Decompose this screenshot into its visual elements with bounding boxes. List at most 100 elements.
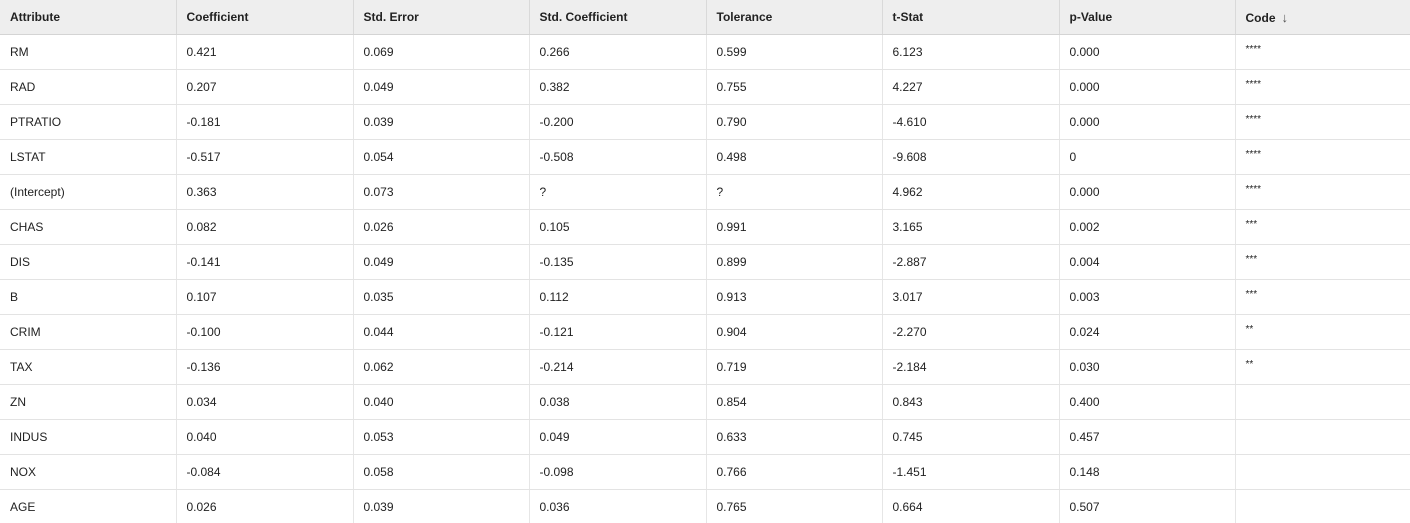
column-header-label: Tolerance: [717, 10, 773, 24]
cell-code: ****: [1235, 67, 1410, 102]
table-header-row: Attribute Coefficient Std. Error Std. Co…: [0, 0, 1410, 35]
cell-t-stat: 0.664: [882, 490, 1059, 523]
column-header-p-value[interactable]: p-Value: [1059, 0, 1235, 35]
cell-std-error: 0.062: [353, 350, 529, 385]
cell-p-value: 0.000: [1059, 175, 1235, 210]
cell-p-value: 0.030: [1059, 350, 1235, 385]
cell-code: [1235, 455, 1410, 490]
column-header-label: Std. Error: [364, 10, 419, 24]
cell-coefficient: -0.517: [176, 140, 353, 175]
cell-attribute: ZN: [0, 385, 176, 420]
cell-attribute: TAX: [0, 350, 176, 385]
cell-attribute: CRIM: [0, 315, 176, 350]
cell-code: ****: [1235, 102, 1410, 137]
cell-std-coefficient: 0.036: [529, 490, 706, 523]
cell-std-coefficient: -0.508: [529, 140, 706, 175]
cell-std-error: 0.069: [353, 35, 529, 70]
cell-tolerance: 0.633: [706, 420, 882, 455]
cell-attribute: RAD: [0, 70, 176, 105]
cell-t-stat: -2.270: [882, 315, 1059, 350]
cell-p-value: 0.000: [1059, 70, 1235, 105]
cell-t-stat: -1.451: [882, 455, 1059, 490]
cell-coefficient: -0.141: [176, 245, 353, 280]
cell-t-stat: -4.610: [882, 105, 1059, 140]
cell-std-coefficient: 0.382: [529, 70, 706, 105]
cell-p-value: 0.000: [1059, 105, 1235, 140]
column-header-coefficient[interactable]: Coefficient: [176, 0, 353, 35]
column-header-label: Std. Coefficient: [540, 10, 628, 24]
column-header-tolerance[interactable]: Tolerance: [706, 0, 882, 35]
cell-std-coefficient: 0.038: [529, 385, 706, 420]
column-header-t-stat[interactable]: t-Stat: [882, 0, 1059, 35]
cell-std-coefficient: -0.214: [529, 350, 706, 385]
cell-coefficient: -0.136: [176, 350, 353, 385]
cell-attribute: LSTAT: [0, 140, 176, 175]
cell-p-value: 0.400: [1059, 385, 1235, 420]
cell-code: **: [1235, 347, 1410, 382]
cell-code: ***: [1235, 207, 1410, 242]
cell-std-error: 0.044: [353, 315, 529, 350]
cell-code: ***: [1235, 277, 1410, 312]
cell-std-coefficient: 0.049: [529, 420, 706, 455]
column-header-attribute[interactable]: Attribute: [0, 0, 176, 35]
cell-attribute: INDUS: [0, 420, 176, 455]
cell-t-stat: 4.962: [882, 175, 1059, 210]
cell-std-error: 0.053: [353, 420, 529, 455]
cell-p-value: 0.003: [1059, 280, 1235, 315]
cell-attribute: CHAS: [0, 210, 176, 245]
cell-std-error: 0.035: [353, 280, 529, 315]
cell-p-value: 0.024: [1059, 315, 1235, 350]
cell-coefficient: 0.107: [176, 280, 353, 315]
cell-t-stat: -2.184: [882, 350, 1059, 385]
cell-attribute: DIS: [0, 245, 176, 280]
cell-attribute: (Intercept): [0, 175, 176, 210]
cell-attribute: PTRATIO: [0, 105, 176, 140]
cell-tolerance: 0.766: [706, 455, 882, 490]
cell-code: [1235, 490, 1410, 523]
cell-coefficient: 0.421: [176, 35, 353, 70]
cell-coefficient: 0.040: [176, 420, 353, 455]
arrow-down-icon: ↓: [1282, 10, 1289, 25]
cell-p-value: 0.000: [1059, 35, 1235, 70]
cell-tolerance: 0.755: [706, 70, 882, 105]
cell-t-stat: 3.017: [882, 280, 1059, 315]
cell-code: ****: [1235, 172, 1410, 207]
cell-std-coefficient: 0.105: [529, 210, 706, 245]
cell-tolerance: 0.991: [706, 210, 882, 245]
cell-attribute: B: [0, 280, 176, 315]
cell-std-error: 0.026: [353, 210, 529, 245]
cell-t-stat: -9.608: [882, 140, 1059, 175]
cell-std-coefficient: 0.112: [529, 280, 706, 315]
cell-std-coefficient: ?: [529, 175, 706, 210]
cell-t-stat: 0.745: [882, 420, 1059, 455]
cell-p-value: 0.148: [1059, 455, 1235, 490]
column-header-std-coefficient[interactable]: Std. Coefficient: [529, 0, 706, 35]
cell-t-stat: 4.227: [882, 70, 1059, 105]
cell-std-error: 0.049: [353, 70, 529, 105]
cell-coefficient: -0.181: [176, 105, 353, 140]
cell-t-stat: 6.123: [882, 35, 1059, 70]
cell-tolerance: 0.913: [706, 280, 882, 315]
cell-tolerance: 0.765: [706, 490, 882, 523]
column-header-code[interactable]: Code↓: [1235, 0, 1410, 35]
column-header-std-error[interactable]: Std. Error: [353, 0, 529, 35]
cell-std-error: 0.073: [353, 175, 529, 210]
cell-t-stat: -2.887: [882, 245, 1059, 280]
cell-attribute: RM: [0, 35, 176, 70]
cell-tolerance: 0.854: [706, 385, 882, 420]
